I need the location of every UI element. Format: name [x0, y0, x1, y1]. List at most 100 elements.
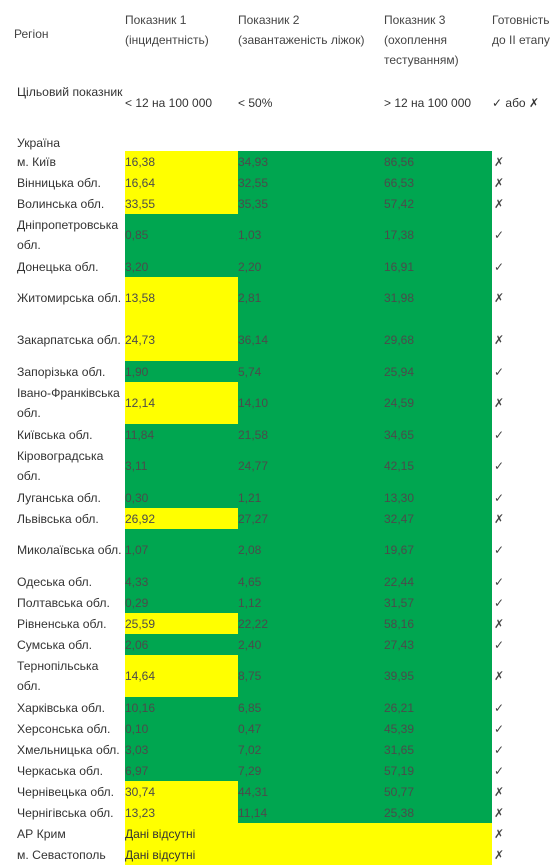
- header-row: Регіон Показник 1 (інцидентність) Показн…: [0, 6, 555, 82]
- readiness-mark: ✓: [494, 700, 505, 715]
- region-name: Чернігівська обл.: [17, 805, 114, 820]
- table-row: Запорізька обл. 1,90 5,74 25,94 ✓: [0, 361, 555, 382]
- region-name: м. Севастополь: [17, 847, 106, 862]
- indicator-3-value: 31,98: [384, 277, 492, 319]
- indicator-1-value: 3,11: [125, 445, 238, 487]
- indicator-1-value: 14,64: [125, 655, 238, 697]
- region-name: Тернопільська обл.: [17, 659, 99, 693]
- table-row: Житомирська обл. 13,58 2,81 31,98 ✗: [0, 277, 555, 319]
- target-label: Цільовий показник: [17, 85, 123, 99]
- table-row: АР Крим Дані відсутні ✗: [0, 823, 555, 844]
- region-name: Сумська обл.: [17, 637, 93, 652]
- indicator-1-value: 11,84: [125, 424, 238, 445]
- table-row: Київська обл. 11,84 21,58 34,65 ✓: [0, 424, 555, 445]
- indicator-3-value: 86,56: [384, 151, 492, 172]
- indicator-2-value: 24,77: [238, 445, 384, 487]
- indicator-3-value: 25,94: [384, 361, 492, 382]
- region-name: Херсонська обл.: [17, 721, 111, 736]
- indicator-3-value: 39,95: [384, 655, 492, 697]
- region-name: Чернівецька обл.: [17, 784, 115, 799]
- indicator-3-value: 26,21: [384, 697, 492, 718]
- no-data-cell: Дані відсутні: [125, 844, 492, 865]
- table-row: Рівненська обл. 25,59 22,22 58,16 ✗: [0, 613, 555, 634]
- header-indicator-1: Показник 1 (інцидентність): [125, 13, 209, 47]
- readiness-mark: ✓: [494, 543, 505, 557]
- table-row: Чернівецька обл. 30,74 44,31 50,77 ✗: [0, 781, 555, 802]
- indicator-3-value: 31,57: [384, 592, 492, 613]
- indicator-2-value: 0,47: [238, 718, 384, 739]
- indicator-1-value: 6,97: [125, 760, 238, 781]
- readiness-mark: ✗: [494, 396, 505, 410]
- table-row: Черкаська обл. 6,97 7,29 57,19 ✓: [0, 760, 555, 781]
- indicator-1-value: 13,58: [125, 277, 238, 319]
- indicator-1-value: 33,55: [125, 193, 238, 214]
- indicator-1-value: 24,73: [125, 319, 238, 361]
- readiness-mark: ✗: [494, 154, 505, 169]
- table-row: м. Київ 16,38 34,93 86,56 ✗: [0, 151, 555, 172]
- region-name: Київська обл.: [17, 427, 93, 442]
- indicator-3-value: 45,39: [384, 718, 492, 739]
- target-indicator-1: < 12 на 100 000: [125, 96, 213, 110]
- indicator-2-value: 27,27: [238, 508, 384, 529]
- indicator-1-value: 4,33: [125, 571, 238, 592]
- region-name: Одеська обл.: [17, 574, 93, 589]
- indicator-2-value: 8,75: [238, 655, 384, 697]
- region-name: Рівненська обл.: [17, 616, 107, 631]
- indicator-2-value: 2,40: [238, 634, 384, 655]
- readiness-mark: ✓: [494, 490, 505, 505]
- indicator-3-value: 57,42: [384, 193, 492, 214]
- indicator-1-value: 26,92: [125, 508, 238, 529]
- indicator-1-value: 3,20: [125, 256, 238, 277]
- indicator-2-value: 21,58: [238, 424, 384, 445]
- table-row: Тернопільська обл. 14,64 8,75 39,95 ✗: [0, 655, 555, 697]
- header-region: Регіон: [14, 27, 49, 41]
- covid-readiness-table: Регіон Показник 1 (інцидентність) Показн…: [0, 6, 555, 865]
- table-row: Львівська обл. 26,92 27,27 32,47 ✗: [0, 508, 555, 529]
- indicator-2-value: 2,08: [238, 529, 384, 571]
- region-name: Львівська обл.: [17, 511, 99, 526]
- table-row: Донецька обл. 3,20 2,20 16,91 ✓: [0, 256, 555, 277]
- indicator-2-value: 34,93: [238, 151, 384, 172]
- readiness-mark: ✓: [494, 595, 505, 610]
- indicator-1-value: 0,10: [125, 718, 238, 739]
- readiness-mark: ✓: [494, 228, 505, 242]
- indicator-3-value: 66,53: [384, 172, 492, 193]
- table-row: Дніпропетровська обл. 0,85 1,03 17,38 ✓: [0, 214, 555, 256]
- readiness-mark: ✓: [494, 427, 505, 442]
- indicator-1-value: 0,29: [125, 592, 238, 613]
- readiness-mark: ✓: [494, 637, 505, 652]
- readiness-mark: ✓: [494, 763, 505, 778]
- indicator-2-value: 2,81: [238, 277, 384, 319]
- indicator-3-value: 57,19: [384, 760, 492, 781]
- indicator-1-value: 2,06: [125, 634, 238, 655]
- table-row: Волинська обл. 33,55 35,35 57,42 ✗: [0, 193, 555, 214]
- header-indicator-3: Показник 3 (охоплення тестуванням): [384, 13, 459, 67]
- indicator-1-value: 30,74: [125, 781, 238, 802]
- readiness-mark: ✗: [494, 784, 505, 799]
- readiness-mark: ✗: [494, 805, 505, 820]
- target-row: Цільовий показник < 12 на 100 000 < 50% …: [0, 82, 555, 135]
- indicator-2-value: 1,21: [238, 487, 384, 508]
- readiness-mark: ✗: [494, 826, 505, 841]
- region-name: Кіровоградська обл.: [17, 449, 104, 483]
- indicator-1-value: 1,07: [125, 529, 238, 571]
- region-name: м. Київ: [17, 154, 56, 169]
- table-row: Івано-Франківська обл. 12,14 14,10 24,59 ✗: [0, 382, 555, 424]
- table-row: Луганська обл. 0,30 1,21 13,30 ✓: [0, 487, 555, 508]
- table-row: Миколаївська обл. 1,07 2,08 19,67 ✓: [0, 529, 555, 571]
- no-data-cell: Дані відсутні: [125, 823, 492, 844]
- readiness-mark: ✗: [494, 333, 505, 347]
- readiness-mark: ✓: [494, 721, 505, 736]
- region-name: Харківська обл.: [17, 700, 105, 715]
- indicator-2-value: 14,10: [238, 382, 384, 424]
- readiness-mark: ✓: [494, 574, 505, 589]
- indicator-1-value: 0,30: [125, 487, 238, 508]
- indicator-3-value: 31,65: [384, 739, 492, 760]
- table-row: Полтавська обл. 0,29 1,12 31,57 ✓: [0, 592, 555, 613]
- region-name: Черкаська обл.: [17, 763, 103, 778]
- indicator-3-value: 58,16: [384, 613, 492, 634]
- target-indicator-2: < 50%: [238, 96, 273, 110]
- region-name: Полтавська обл.: [17, 595, 110, 610]
- region-name: Івано-Франківська обл.: [17, 386, 120, 420]
- indicator-2-value: 2,20: [238, 256, 384, 277]
